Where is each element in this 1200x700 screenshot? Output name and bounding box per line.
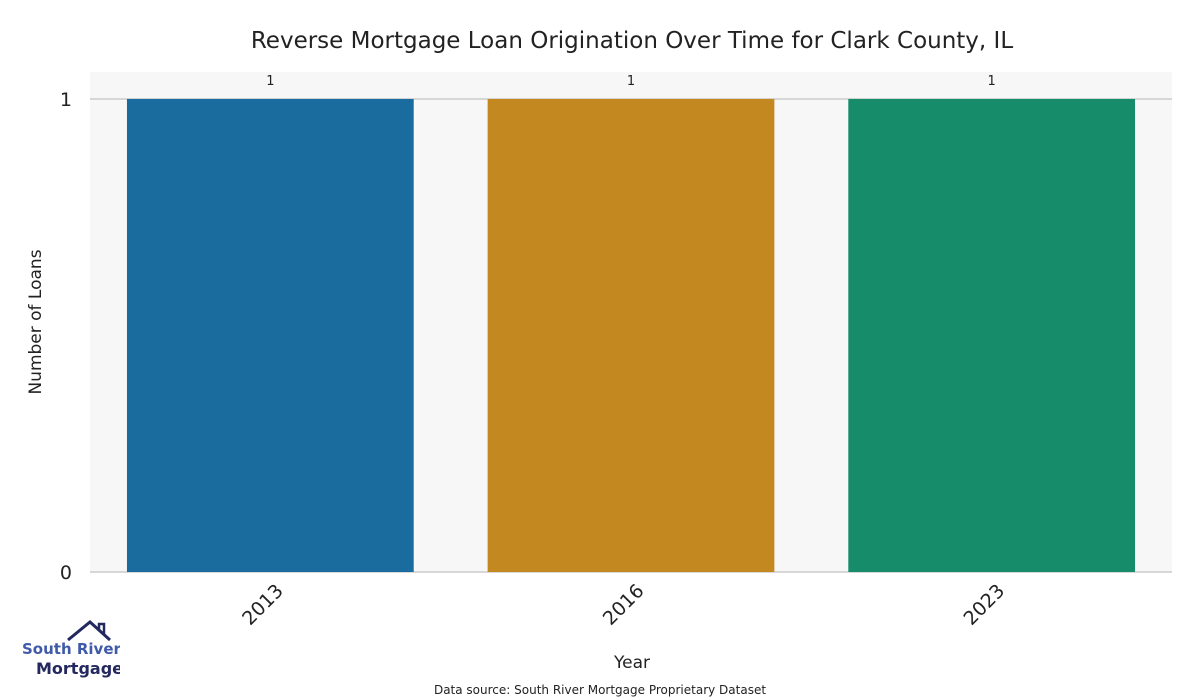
logo-line2: Mortgage xyxy=(36,659,120,678)
chart-title: Reverse Mortgage Loan Origination Over T… xyxy=(251,28,1013,54)
data-label: 1 xyxy=(266,74,274,89)
x-tick-label: 2023 xyxy=(959,580,1009,630)
logo-line1: South River xyxy=(22,640,120,658)
x-tick-label: 2013 xyxy=(238,580,288,630)
x-tick-label: 2016 xyxy=(599,580,649,630)
data-label: 1 xyxy=(627,74,635,89)
south-river-mortgage-logo: South River Mortgage xyxy=(20,620,123,684)
y-axis-label: Number of Loans xyxy=(26,249,46,394)
house-roof-icon: South River Mortgage xyxy=(22,620,123,678)
y-tick-label: 0 xyxy=(60,562,72,584)
data-label: 1 xyxy=(988,74,996,89)
bar-2023 xyxy=(848,98,1136,572)
x-axis-label: Year xyxy=(613,653,650,673)
y-tick-label: 1 xyxy=(60,89,72,111)
bar-2013 xyxy=(126,98,414,572)
bar-2016 xyxy=(487,98,775,572)
data-source-note: Data source: South River Mortgage Propri… xyxy=(434,683,766,697)
